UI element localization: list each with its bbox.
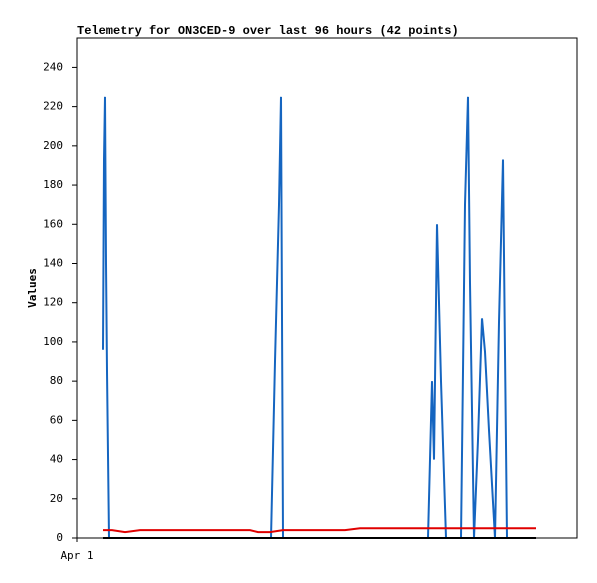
- y-tick-label: 220: [43, 100, 63, 113]
- y-tick-label: 120: [43, 296, 63, 309]
- series-line: [103, 527, 536, 534]
- y-tick-label: 20: [50, 492, 63, 505]
- y-tick-label: 200: [43, 139, 63, 152]
- y-tick-label: 40: [50, 453, 63, 466]
- y-tick-label: 180: [43, 178, 63, 191]
- y-tick-label: 160: [43, 217, 63, 230]
- y-tick-label: 100: [43, 335, 63, 348]
- y-tick-label: 80: [50, 374, 63, 387]
- y-tick-label: 140: [43, 256, 63, 269]
- y-tick-label: 240: [43, 60, 63, 73]
- y-tick-label: 60: [50, 413, 63, 426]
- x-tick-label: Apr 1: [60, 549, 93, 562]
- chart-title: Telemetry for ON3CED-9 over last 96 hour…: [77, 24, 459, 38]
- y-tick-label: 0: [56, 531, 63, 544]
- y-axis-label: Values: [26, 268, 39, 308]
